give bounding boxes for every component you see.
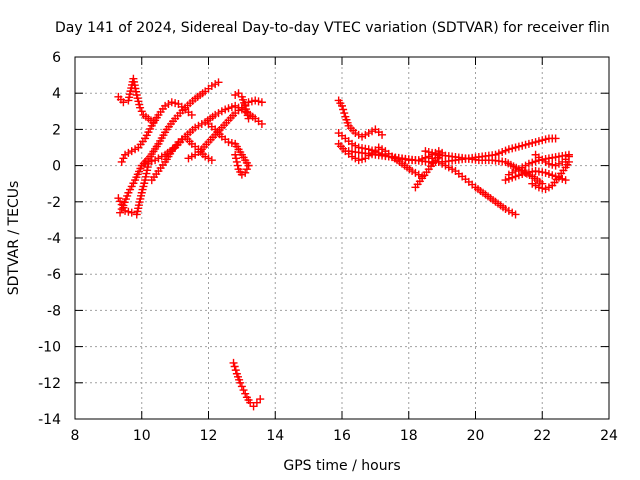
- data-point: [241, 168, 250, 177]
- series-track-f: [147, 132, 216, 185]
- data-point: [239, 386, 248, 395]
- y-tick-label: -2: [47, 195, 61, 211]
- data-point: [241, 389, 250, 398]
- x-tick-label: 10: [133, 428, 151, 444]
- data-point: [214, 78, 223, 87]
- data-point: [256, 395, 265, 404]
- y-tick-label: 2: [52, 122, 61, 138]
- y-tick-label: -10: [38, 340, 61, 356]
- x-tick-label: 22: [533, 428, 551, 444]
- series-track-l: [334, 96, 387, 141]
- plot-frame: [74, 56, 610, 420]
- series-track-b: [117, 98, 196, 166]
- series-track-v: [531, 150, 573, 170]
- data-point: [232, 154, 241, 163]
- x-tick-label: 14: [266, 428, 284, 444]
- x-tick-label: 12: [200, 428, 218, 444]
- x-axis-label: GPS time / hours: [283, 458, 400, 474]
- y-tick-label: 4: [52, 86, 61, 102]
- data-point: [207, 156, 216, 165]
- data-point: [340, 109, 349, 118]
- y-tick-label: -4: [47, 231, 61, 247]
- data-point: [257, 119, 266, 128]
- y-tick-label: -6: [47, 267, 61, 283]
- x-tick-label: 16: [333, 428, 351, 444]
- data-point: [136, 103, 145, 112]
- series-track-c: [114, 74, 158, 127]
- series-track-a: [116, 78, 223, 217]
- data-point: [257, 98, 266, 107]
- series-track-k: [229, 358, 265, 411]
- series-track-q: [424, 152, 520, 219]
- data-point: [127, 208, 136, 217]
- x-tick-label: 24: [600, 428, 618, 444]
- data-point: [242, 165, 251, 174]
- series-track-j: [231, 150, 253, 179]
- y-tick-label: -12: [38, 376, 61, 392]
- data-point: [237, 382, 246, 391]
- data-point: [116, 208, 125, 217]
- x-tick-label: 18: [400, 428, 418, 444]
- series-track-d: [114, 159, 153, 219]
- data-point: [229, 358, 238, 367]
- x-tick-label: 20: [467, 428, 485, 444]
- data-point: [231, 150, 240, 159]
- data-point: [339, 105, 348, 114]
- data-point: [378, 130, 387, 139]
- y-tick-label: 6: [52, 50, 61, 66]
- data-point: [232, 157, 241, 166]
- data-point: [551, 134, 560, 143]
- data-point: [187, 110, 196, 119]
- y-tick-label: 0: [52, 159, 61, 175]
- data-point: [149, 118, 158, 127]
- data-point: [231, 366, 240, 375]
- grid-lines: [75, 57, 609, 419]
- data-point: [244, 161, 253, 170]
- chart-title: Day 141 of 2024, Sidereal Day-to-day VTE…: [55, 20, 610, 36]
- data-point: [244, 114, 253, 123]
- series-track-g: [184, 96, 266, 163]
- data-point: [119, 154, 128, 163]
- y-tick-label: -14: [38, 412, 61, 428]
- x-tick-label: 8: [71, 428, 80, 444]
- data-point: [230, 362, 239, 371]
- y-axis-label: SDTVAR / TECUs: [6, 181, 22, 296]
- data-point: [564, 152, 573, 161]
- y-tick-label: -8: [47, 303, 61, 319]
- data-point: [338, 101, 346, 110]
- data-point: [233, 161, 242, 170]
- data-point: [117, 157, 126, 166]
- data-point: [236, 378, 245, 387]
- data-point: [119, 98, 128, 107]
- data-points: [114, 74, 573, 411]
- data-point: [511, 210, 520, 219]
- series-track-u: [528, 157, 573, 194]
- data-point: [561, 176, 570, 185]
- series-track-i: [231, 89, 253, 123]
- data-point: [137, 107, 146, 116]
